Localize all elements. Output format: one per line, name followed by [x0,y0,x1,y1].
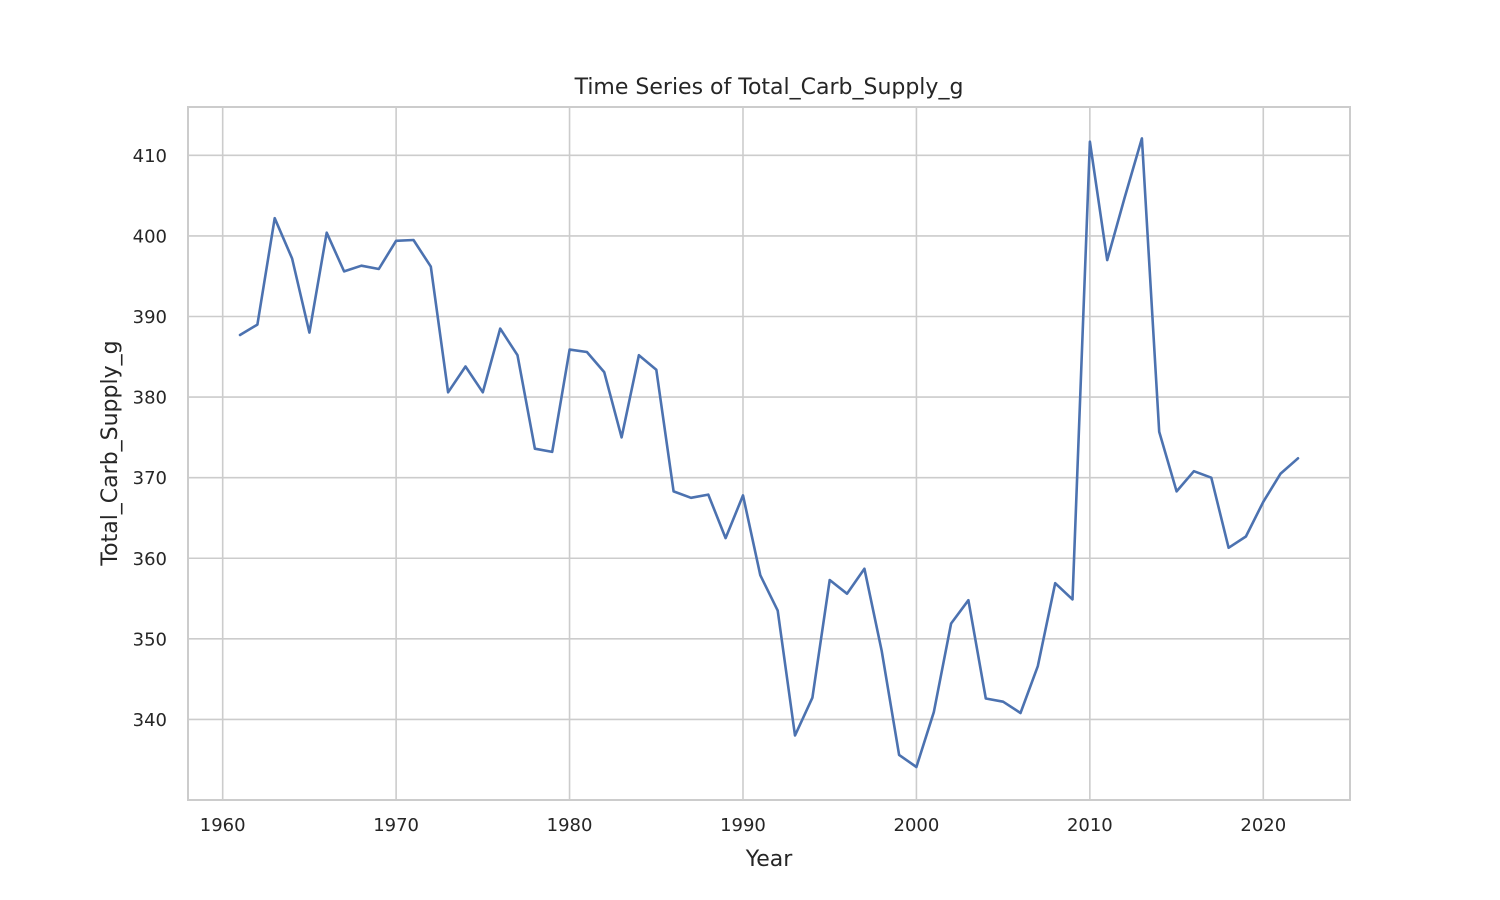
x-tick-label: 1970 [373,815,419,836]
y-axis-label: Total_Carb_Supply_g [98,340,123,566]
plot-frame [187,106,1351,801]
y-tick-label: 400 [133,226,167,247]
x-tick-label: 1980 [547,815,593,836]
y-tick-label: 380 [133,388,167,409]
series-layer [238,137,1300,769]
y-tick-label: 390 [133,307,167,328]
x-tick-label: 1990 [720,815,766,836]
grid-lines [188,107,1350,800]
y-tick-label: 340 [133,710,167,731]
chart-title: Time Series of Total_Carb_Supply_g [574,75,964,100]
y-tick-label: 410 [133,146,167,167]
y-tick-label: 370 [133,468,167,489]
y-tick-label: 360 [133,549,167,570]
tick-labels: 1960 1970 1980 1990 2000 2010 2020 340 350 360 370… [133,146,1287,836]
x-tick-label: 2010 [1067,815,1113,836]
x-tick-label: 2020 [1240,815,1286,836]
x-tick-label: 1960 [200,815,246,836]
y-tick-label: 350 [133,629,167,650]
x-axis-label: Year [745,847,794,872]
x-tick-label: 2000 [894,815,940,836]
series-line [238,137,1300,769]
